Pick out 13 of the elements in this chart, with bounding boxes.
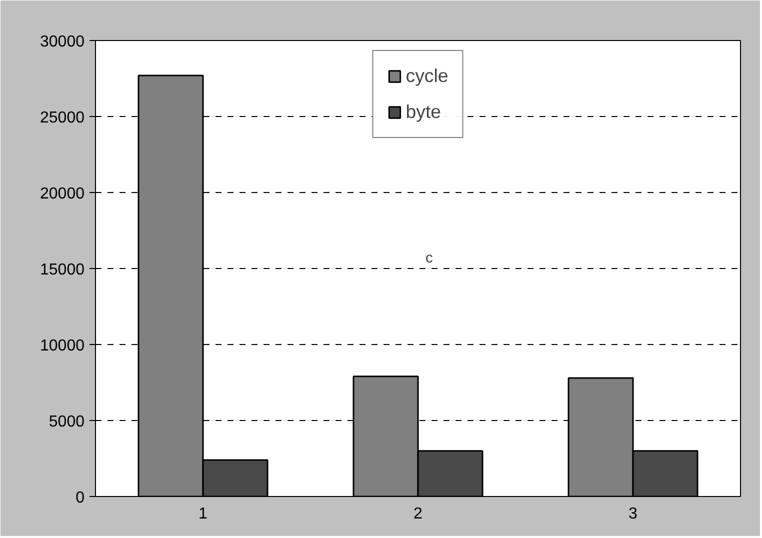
y-tick-label: 20000 [40,186,85,202]
y-tick-label: 10000 [40,338,85,354]
legend-label: cycle [406,65,448,87]
y-tick-label: 15000 [40,262,85,278]
x-tick-label: 1 [198,506,208,522]
legend-label: byte [406,101,442,123]
y-tick-label: 25000 [40,110,85,126]
x-tick-label: 3 [628,506,638,522]
y-tick-label: 0 [76,490,85,506]
y-tick-label: 5000 [48,414,85,430]
x-tick-label: 2 [414,506,423,522]
y-tick-label: 30000 [40,34,85,50]
annotation: c [426,250,433,266]
